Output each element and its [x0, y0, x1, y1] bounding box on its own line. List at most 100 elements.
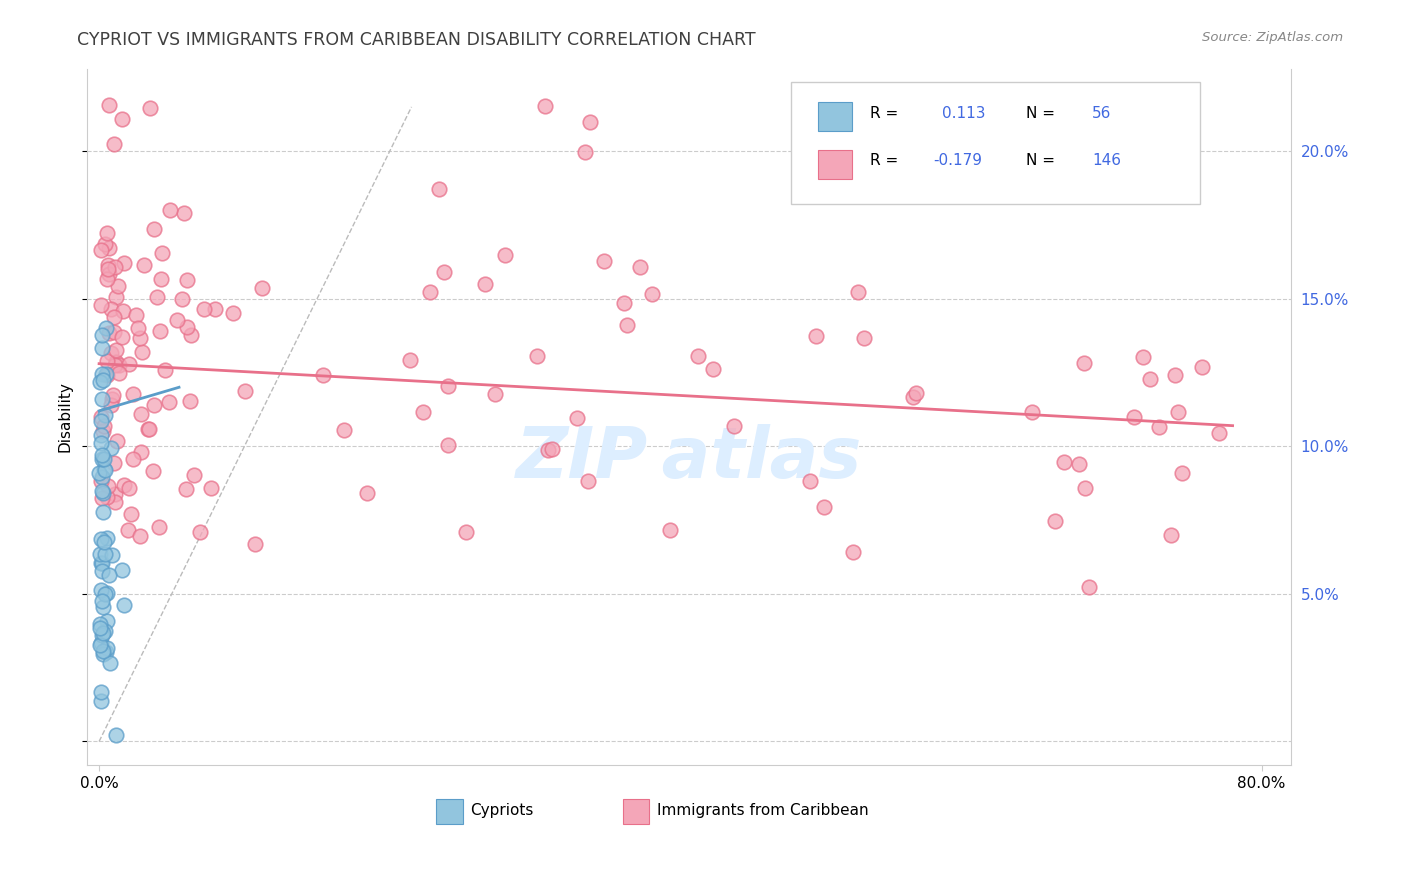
Point	[537, 442, 560, 457]
Point	[96, 532, 118, 546]
Point	[526, 350, 548, 364]
Point	[1167, 404, 1189, 418]
Point	[89, 638, 111, 652]
Point	[103, 136, 125, 151]
Point	[129, 331, 152, 345]
Point	[103, 310, 125, 324]
Point	[124, 308, 146, 322]
Point	[96, 641, 118, 656]
Point	[96, 614, 118, 628]
Text: Cypriots: Cypriots	[470, 803, 533, 818]
Point	[176, 319, 198, 334]
Point	[166, 313, 188, 327]
Point	[153, 362, 176, 376]
Point	[104, 355, 127, 369]
Text: 56: 56	[1092, 105, 1112, 120]
Point	[183, 468, 205, 483]
Point	[94, 367, 117, 381]
Point	[89, 375, 111, 389]
Point	[93, 599, 115, 614]
Point	[233, 384, 256, 398]
Point	[100, 345, 122, 359]
Point	[90, 556, 112, 570]
Point	[97, 259, 120, 273]
Point	[91, 626, 114, 640]
Text: ZIP atlas: ZIP atlas	[516, 424, 862, 493]
Text: CYPRIOT VS IMMIGRANTS FROM CARIBBEAN DISABILITY CORRELATION CHART: CYPRIOT VS IMMIGRANTS FROM CARIBBEAN DIS…	[77, 31, 756, 49]
Point	[91, 341, 114, 355]
Point	[90, 436, 112, 450]
Point	[250, 281, 273, 295]
Point	[1021, 404, 1043, 418]
Point	[132, 258, 155, 272]
Point	[112, 478, 135, 492]
Point	[565, 410, 588, 425]
Point	[616, 318, 638, 332]
Point	[100, 398, 122, 412]
Point	[641, 287, 664, 301]
Point	[427, 182, 450, 196]
Point	[104, 343, 127, 357]
Point	[103, 456, 125, 470]
Point	[179, 393, 201, 408]
Point	[243, 537, 266, 551]
Point	[540, 442, 562, 457]
Point	[188, 525, 211, 540]
Text: Source: ZipAtlas.com: Source: ZipAtlas.com	[1202, 31, 1343, 45]
Point	[142, 398, 165, 412]
Point	[100, 301, 122, 316]
Point	[1074, 481, 1097, 495]
Point	[576, 474, 599, 488]
Point	[146, 290, 169, 304]
Point	[104, 495, 127, 509]
Point	[103, 326, 125, 340]
Point	[94, 237, 117, 252]
Y-axis label: Disability: Disability	[58, 382, 72, 452]
Text: -0.179: -0.179	[934, 153, 983, 168]
Point	[90, 428, 112, 442]
Point	[108, 366, 131, 380]
Point	[804, 328, 827, 343]
Point	[91, 644, 114, 658]
Point	[93, 534, 115, 549]
Point	[111, 303, 134, 318]
Point	[129, 407, 152, 421]
Point	[1073, 356, 1095, 370]
Point	[90, 685, 112, 699]
Point	[150, 246, 173, 260]
Point	[628, 260, 651, 274]
Point	[91, 470, 114, 484]
Point	[904, 386, 927, 401]
Point	[90, 532, 112, 546]
Point	[89, 621, 111, 635]
Point	[1208, 425, 1230, 440]
Point	[903, 390, 925, 404]
Point	[149, 325, 172, 339]
Text: N =: N =	[1026, 105, 1054, 120]
Point	[96, 272, 118, 286]
Point	[399, 353, 422, 368]
Point	[200, 481, 222, 495]
Point	[120, 507, 142, 521]
Point	[474, 277, 496, 291]
Point	[93, 462, 115, 476]
Point	[118, 481, 141, 495]
Point	[813, 500, 835, 514]
Point	[96, 490, 118, 504]
Point	[484, 387, 506, 401]
Point	[118, 357, 141, 371]
Point	[91, 424, 114, 438]
FancyBboxPatch shape	[792, 82, 1201, 204]
Point	[1123, 410, 1146, 425]
Point	[143, 222, 166, 236]
Point	[129, 529, 152, 543]
Point	[91, 484, 114, 499]
Point	[456, 524, 478, 539]
Point	[579, 115, 602, 129]
Point	[1164, 368, 1187, 383]
Text: N =: N =	[1026, 153, 1054, 168]
Text: Immigrants from Caribbean: Immigrants from Caribbean	[657, 803, 869, 818]
Point	[97, 478, 120, 492]
Point	[90, 327, 112, 342]
Point	[846, 285, 869, 299]
